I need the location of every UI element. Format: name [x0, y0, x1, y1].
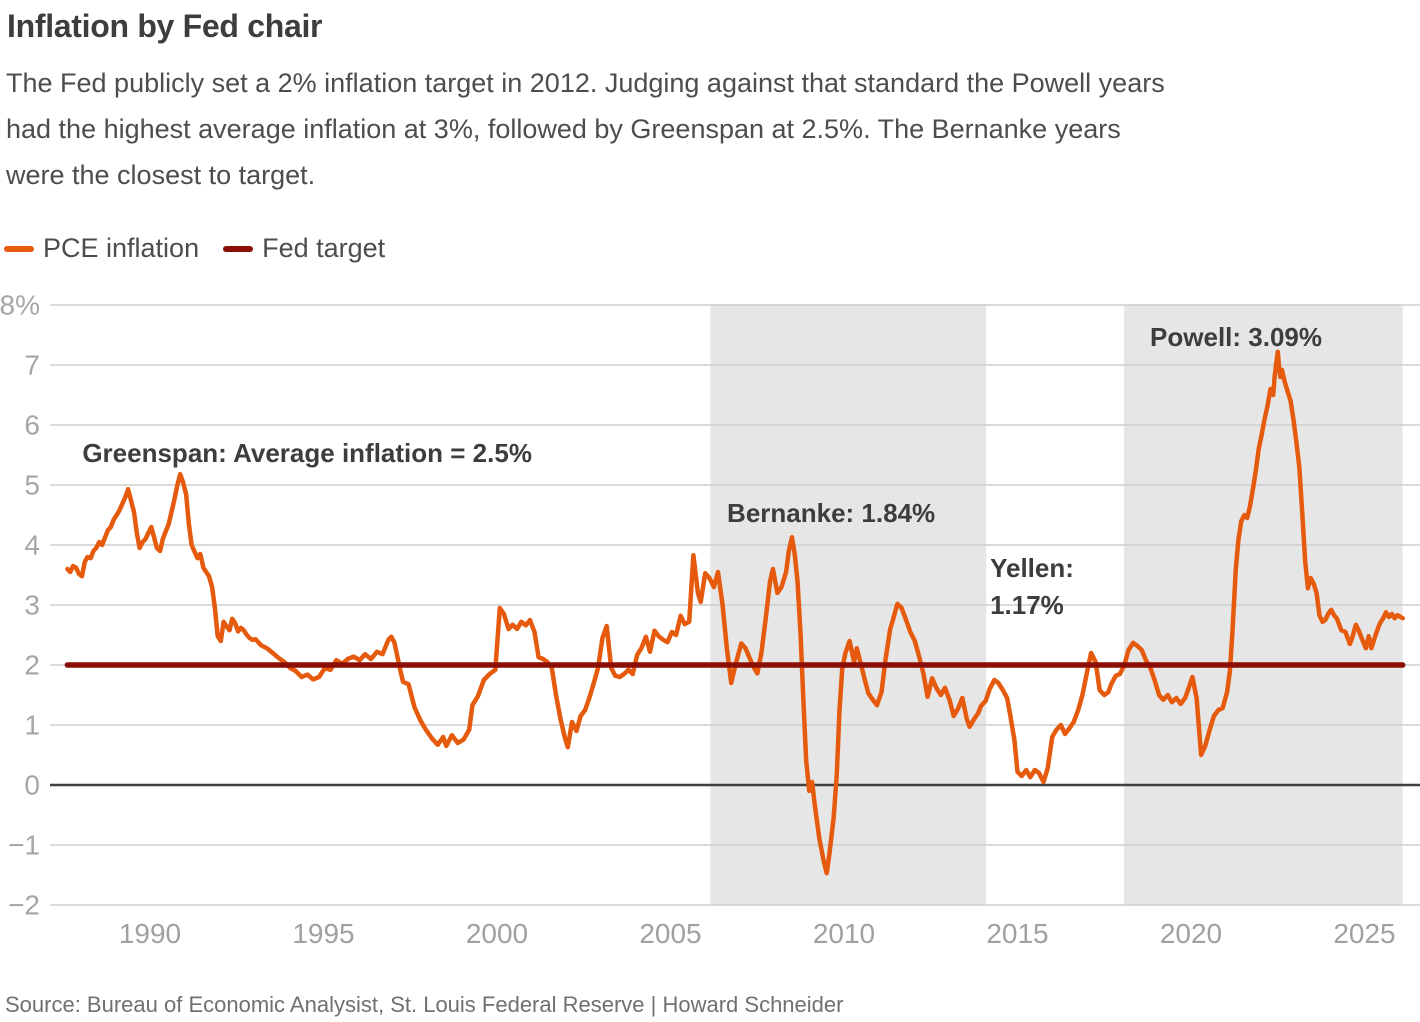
x-axis-label-1995: 1995 [292, 918, 354, 949]
legend-label-fed-target: Fed target [262, 233, 386, 263]
greenspan-annotation: Greenspan: Average inflation = 2.5% [82, 438, 532, 468]
pce-inflation-line [65, 349, 1405, 876]
y-axis-label-7: 7 [24, 350, 40, 381]
y-axis-label-−2: −2 [8, 890, 40, 921]
x-axis-label-2010: 2010 [813, 918, 875, 949]
powell-annotation: Powell: 3.09% [1150, 322, 1322, 352]
y-axis-label-1: 1 [24, 710, 40, 741]
y-axis-label-0: 0 [24, 770, 40, 801]
y-axis-label-8%: 8% [0, 290, 40, 321]
y-axis-label-6: 6 [24, 410, 40, 441]
page-title: Inflation by Fed chair [7, 8, 323, 44]
pce-inflation-swatch-icon [4, 245, 34, 252]
y-axis-label-2: 2 [24, 650, 40, 681]
legend-label-pce-inflation: PCE inflation [43, 233, 200, 263]
source-attribution: Source: Bureau of Economic Analysist, St… [5, 992, 844, 1017]
y-axis-label-5: 5 [24, 470, 40, 501]
y-axis-label-3: 3 [24, 590, 40, 621]
legend: PCE inflation Fed target [4, 233, 385, 264]
legend-item-pce-inflation: PCE inflation [4, 233, 199, 264]
x-axis-label-2020: 2020 [1160, 918, 1222, 949]
legend-item-fed-target: Fed target [223, 233, 385, 264]
y-axis-label-4: 4 [24, 530, 40, 561]
y-axis-label-−1: −1 [8, 830, 40, 861]
x-axis-label-2005: 2005 [639, 918, 701, 949]
chart-subtitle: The Fed publicly set a 2% inflation targ… [6, 68, 1165, 190]
yellen-annotation: Yellen: 1.17% [990, 553, 1074, 620]
x-axis-label-1990: 1990 [119, 918, 181, 949]
bernanke-annotation: Bernanke: 1.84% [727, 498, 935, 528]
x-axis-label-2000: 2000 [466, 918, 528, 949]
fed-target-swatch-icon [223, 245, 254, 252]
x-axis-label-2015: 2015 [986, 918, 1048, 949]
x-axis-label-2025: 2025 [1333, 918, 1395, 949]
